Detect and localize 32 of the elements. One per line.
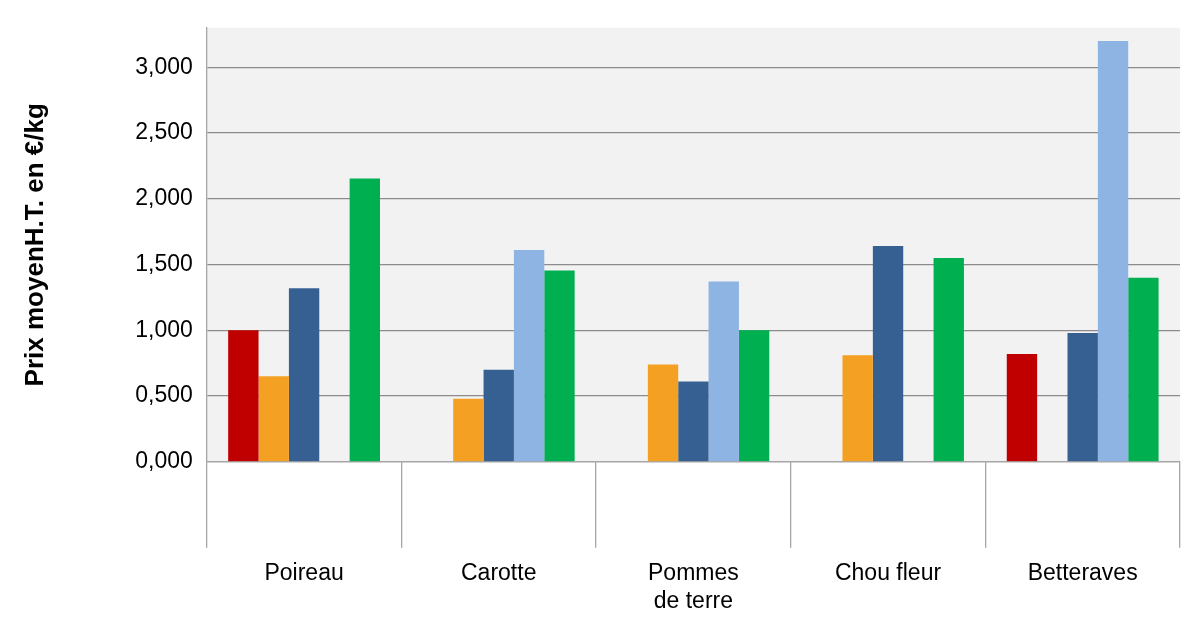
bar <box>258 376 289 462</box>
y-axis-title: Prix moyenH.T. en €/kg <box>18 103 49 387</box>
bar <box>349 178 380 462</box>
bar <box>678 381 709 462</box>
bar <box>647 364 679 462</box>
x-tick-label: Poireau <box>264 558 344 585</box>
bar <box>933 257 964 462</box>
bar <box>1067 332 1098 462</box>
bar <box>228 330 259 462</box>
bar <box>453 398 484 462</box>
bar <box>738 330 770 462</box>
x-tick-label: Pommes de terre <box>648 558 739 613</box>
y-tick-label: 0,000 <box>135 447 193 474</box>
y-tick-label: 2,000 <box>135 184 193 211</box>
y-tick-label: 0,500 <box>135 381 193 408</box>
bar <box>842 355 873 462</box>
bar <box>1097 40 1129 462</box>
x-tick-label: Betteraves <box>1027 558 1138 585</box>
bar <box>288 288 320 462</box>
bar <box>872 246 904 462</box>
x-tick-label: Chou fleur <box>834 558 942 585</box>
y-tick-label: 2,500 <box>135 118 193 145</box>
bar <box>708 281 739 462</box>
y-tick-label: 1,500 <box>135 249 193 276</box>
x-tick-label: Carotte <box>461 558 537 585</box>
bar <box>1128 277 1159 462</box>
bar <box>1006 353 1038 462</box>
bar <box>544 270 575 462</box>
y-tick-label: 1,000 <box>135 315 193 342</box>
bar <box>513 250 545 462</box>
bar <box>483 369 514 462</box>
y-tick-label: 3,000 <box>135 52 193 79</box>
